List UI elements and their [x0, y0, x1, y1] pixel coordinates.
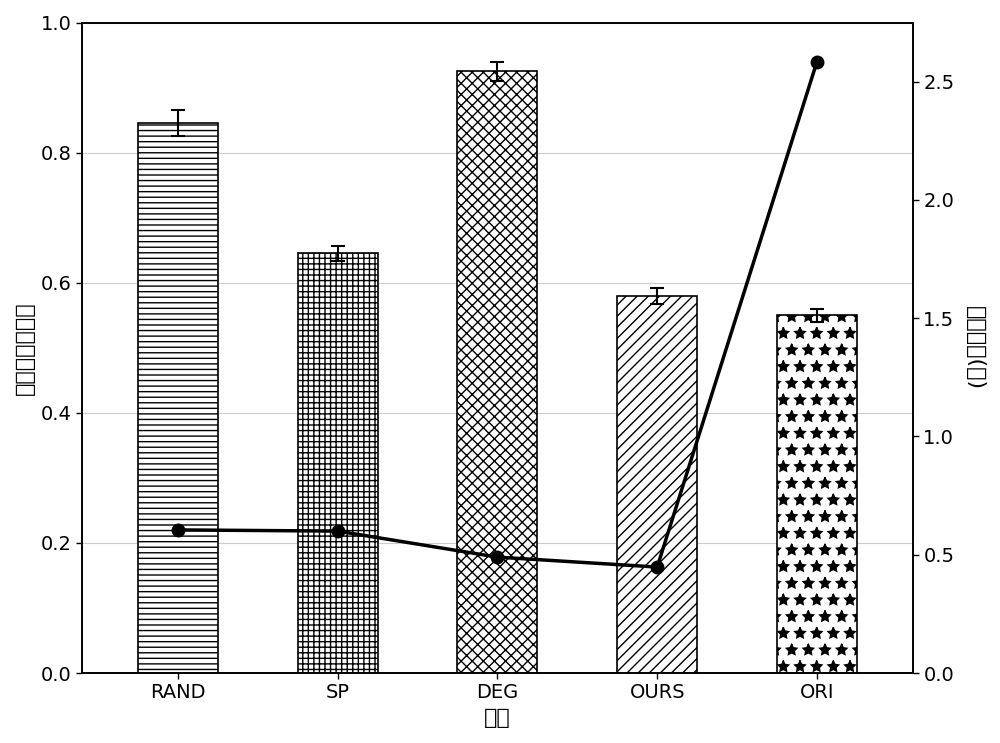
Bar: [138, 123, 218, 673]
Bar: [617, 296, 697, 673]
Bar: [298, 253, 378, 673]
X-axis label: 方法: 方法: [484, 708, 511, 728]
Bar: [457, 71, 537, 673]
Y-axis label: 最大链路利用率: 最大链路利用率: [15, 301, 35, 395]
Y-axis label: 计算时间(秒): 计算时间(秒): [965, 305, 985, 390]
Bar: [777, 315, 857, 673]
